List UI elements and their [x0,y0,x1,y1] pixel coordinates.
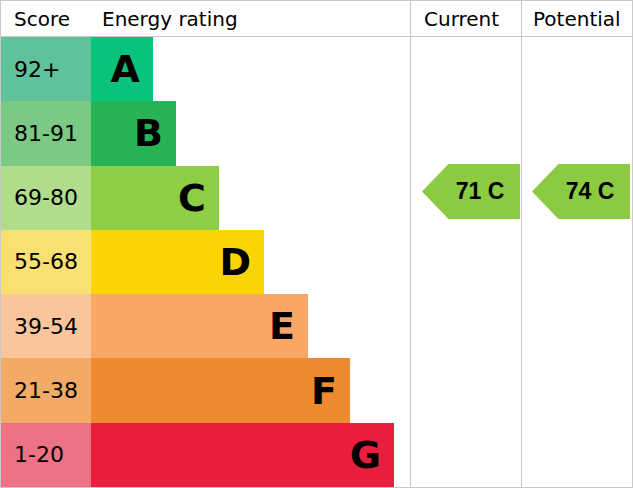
band-row-a: 92+A [1,37,410,101]
energy-rating-chart: Score Energy rating Current Potential 92… [0,0,633,488]
band-bar-b: B [91,101,176,165]
score-range-e: 39-54 [1,294,91,358]
potential-column: 74 C [521,37,632,487]
potential-column-header: Potential [521,1,632,36]
energy-rating-column-header: Energy rating [91,1,410,36]
chart-body: 92+A81-91B69-80C55-68D39-54E21-38F1-20G … [1,37,632,487]
chart-header: Score Energy rating Current Potential [1,1,632,37]
band-rows: 92+A81-91B69-80C55-68D39-54E21-38F1-20G [1,37,410,487]
current-column-header: Current [410,1,521,36]
band-row-e: 39-54E [1,294,410,358]
score-range-d: 55-68 [1,230,91,294]
band-bar-d: D [91,230,264,294]
score-range-f: 21-38 [1,358,91,422]
band-bar-e: E [91,294,308,358]
band-row-g: 1-20G [1,423,410,487]
score-range-a: 92+ [1,37,91,101]
potential-rating-arrow: 74 C [532,164,630,219]
current-rating-arrow: 71 C [422,164,520,219]
band-row-f: 21-38F [1,358,410,422]
band-row-c: 69-80C [1,166,410,230]
band-bar-g: G [91,423,394,487]
band-bar-f: F [91,358,350,422]
band-bar-c: C [91,166,219,230]
band-row-d: 55-68D [1,230,410,294]
score-column-header: Score [1,1,91,36]
score-range-b: 81-91 [1,101,91,165]
band-row-b: 81-91B [1,101,410,165]
score-range-g: 1-20 [1,423,91,487]
score-range-c: 69-80 [1,166,91,230]
current-column: 71 C [410,37,521,487]
band-bar-a: A [91,37,153,101]
